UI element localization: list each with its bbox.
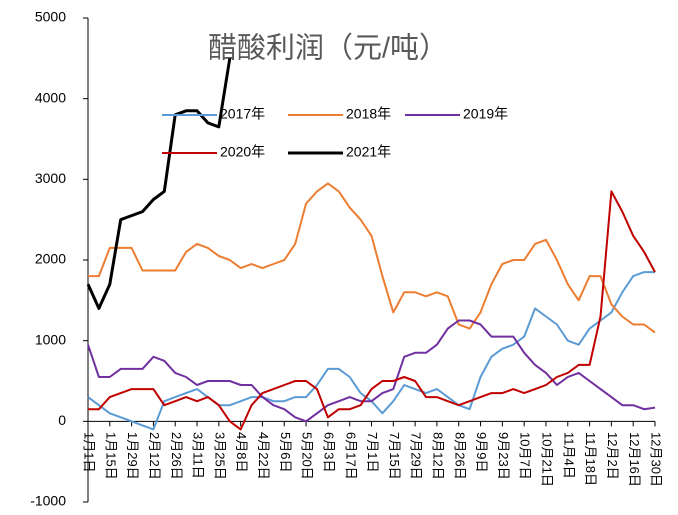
x-tick-label: 6月3日 [321, 432, 336, 472]
x-tick-label: 5月20日 [300, 432, 315, 480]
x-tick-label: 11月18日 [583, 432, 598, 486]
x-tick-label: 1月15日 [103, 432, 118, 480]
chart-title: 醋酸利润（元/吨） [208, 32, 448, 65]
x-tick-label: 3月25日 [212, 432, 227, 480]
x-tick-label: 1月29日 [125, 432, 140, 480]
series-line [86, 58, 232, 310]
y-tick-label: 2000 [35, 251, 66, 267]
x-tick-label: 5月6日 [278, 432, 293, 472]
x-tick-label: 7月1日 [365, 432, 380, 472]
x-tick-label: 10月7日 [518, 432, 533, 480]
legend-label: 2018年 [346, 106, 391, 122]
y-tick-label: 1000 [35, 331, 66, 347]
x-tick-label: 12月30日 [649, 432, 664, 487]
x-tick-label: 9月9日 [474, 432, 489, 472]
series-line [88, 190, 656, 431]
x-tick-label: 9月23日 [496, 432, 511, 480]
x-tick-label: 2月26日 [169, 432, 184, 480]
x-tick-label: 7月15日 [387, 432, 402, 480]
legend-label: 2017年 [220, 106, 265, 122]
x-tick-label: 7月29日 [409, 432, 424, 480]
x-tick-label: 12月2日 [605, 432, 620, 480]
x-tick-label: 2月12日 [147, 432, 162, 480]
legend-label: 2019年 [463, 106, 508, 122]
y-tick-label: 0 [58, 412, 66, 428]
x-tick-label: 6月17日 [343, 432, 358, 480]
x-tick-label: 3月11日 [191, 432, 206, 479]
y-tick-label: -1000 [30, 493, 66, 509]
x-tick-label: 1月1日 [82, 432, 97, 472]
series-line [87, 271, 655, 431]
y-tick-label: 5000 [35, 9, 66, 25]
legend-label: 2020年 [220, 144, 265, 160]
series-line [88, 182, 656, 334]
y-tick-label: 3000 [35, 170, 66, 186]
x-tick-label: 10月21日 [540, 432, 555, 487]
x-tick-label: 11月4日 [561, 432, 576, 479]
series-line [87, 319, 656, 423]
x-tick-label: 4月8日 [234, 432, 249, 472]
x-tick-label: 4月22日 [256, 432, 271, 480]
x-tick-label: 8月12日 [430, 432, 445, 480]
y-tick-label: 4000 [35, 89, 66, 105]
legend-label: 2021年 [346, 144, 391, 160]
x-tick-label: 12月16日 [627, 432, 642, 487]
x-tick-label: 8月26日 [452, 432, 467, 480]
